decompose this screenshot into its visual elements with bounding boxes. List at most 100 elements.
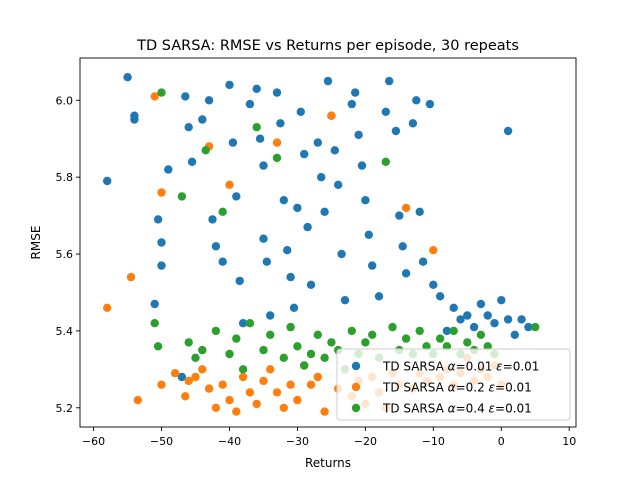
legend-marker: [351, 361, 361, 371]
data-point: [313, 330, 322, 339]
data-point: [320, 407, 329, 416]
data-point: [293, 342, 302, 351]
data-point: [198, 345, 207, 355]
data-point: [170, 369, 180, 378]
data-point: [354, 130, 363, 140]
x-axis-label: Returns: [305, 456, 351, 470]
data-point: [238, 365, 248, 374]
data-point: [429, 246, 438, 255]
data-point: [415, 207, 424, 216]
y-axis: 5.2 5.4 5.6 5.8 6.0: [56, 94, 80, 415]
data-point: [517, 315, 526, 324]
data-point: [130, 115, 139, 124]
data-point: [259, 234, 268, 243]
data-point: [191, 372, 200, 382]
data-point: [347, 326, 356, 336]
data-point: [201, 146, 210, 155]
data-point: [177, 192, 187, 201]
data-point: [391, 126, 401, 136]
data-point: [425, 99, 435, 109]
data-point: [300, 149, 309, 159]
data-point: [483, 342, 492, 351]
data-point: [252, 399, 261, 409]
x-axis: −60 −50 −40 −30 −20 −10 0 10: [82, 427, 576, 448]
data-point: [164, 165, 173, 174]
data-point: [126, 272, 136, 282]
data-point: [272, 88, 282, 97]
data-point: [266, 365, 275, 374]
data-point: [463, 338, 472, 347]
data-point: [327, 338, 336, 347]
data-point: [293, 203, 302, 213]
data-point: [306, 349, 316, 359]
data-point: [320, 353, 329, 362]
data-point: [381, 157, 390, 166]
plot-frame: [79, 57, 577, 428]
data-point: [262, 257, 271, 266]
data-point: [157, 88, 166, 97]
data-point: [357, 161, 367, 170]
data-point: [412, 96, 421, 105]
data-point: [388, 322, 397, 332]
data-point: [177, 372, 187, 382]
data-point: [266, 311, 275, 320]
data-point: [334, 180, 343, 189]
data-point: [150, 299, 159, 309]
data-point: [395, 211, 404, 220]
data-point: [347, 99, 356, 109]
data-point: [245, 388, 255, 397]
data-point: [510, 330, 519, 339]
y-axis-label: RMSE: [29, 226, 43, 260]
data-point: [418, 257, 428, 266]
data-point: [259, 376, 268, 386]
data-point: [225, 80, 234, 90]
data-point: [364, 230, 373, 239]
x-tick-label: 0: [498, 435, 505, 448]
data-point: [204, 384, 214, 393]
data-point: [218, 380, 227, 389]
data-point: [238, 372, 248, 382]
data-point: [398, 242, 407, 251]
y-tick-label: 6.0: [56, 94, 74, 107]
data-point: [181, 392, 190, 401]
data-point: [340, 296, 350, 305]
data-point: [259, 345, 268, 355]
x-tick-label: −10: [422, 435, 445, 448]
data-point: [103, 176, 112, 186]
data-point: [279, 403, 288, 412]
y-tick-label: 5.8: [56, 171, 74, 184]
y-tick-label: 5.6: [56, 248, 74, 261]
data-point: [306, 380, 316, 389]
data-point: [456, 315, 465, 324]
data-point: [463, 311, 472, 320]
data-point: [289, 303, 299, 312]
data-point: [385, 76, 394, 86]
data-point: [123, 73, 132, 82]
data-point: [279, 196, 288, 205]
data-point: [351, 88, 360, 97]
data-point: [157, 188, 166, 197]
data-point: [497, 296, 506, 305]
legend-label: TD SARSA α=0.2 ε=0.01: [382, 381, 532, 395]
data-point: [361, 338, 370, 347]
data-point: [150, 92, 159, 101]
data-point: [483, 311, 492, 320]
data-point: [381, 107, 390, 117]
data-point: [235, 276, 244, 286]
data-point: [296, 107, 305, 117]
data-point: [184, 338, 193, 347]
y-tick-label: 5.2: [56, 402, 74, 415]
data-point: [225, 395, 234, 405]
series-1: [103, 73, 533, 382]
data-point: [374, 292, 384, 301]
data-point: [503, 126, 513, 136]
chart-title: TD SARSA: RMSE vs Returns per episode, 3…: [136, 38, 519, 54]
data-point: [337, 249, 346, 259]
legend-label: TD SARSA α=0.01 ε=0.01: [382, 360, 539, 374]
data-point: [198, 365, 207, 374]
data-point: [476, 299, 486, 309]
data-point: [204, 96, 214, 105]
data-point: [449, 326, 458, 336]
y-tick-label: 5.4: [56, 325, 74, 338]
data-point: [238, 319, 248, 328]
